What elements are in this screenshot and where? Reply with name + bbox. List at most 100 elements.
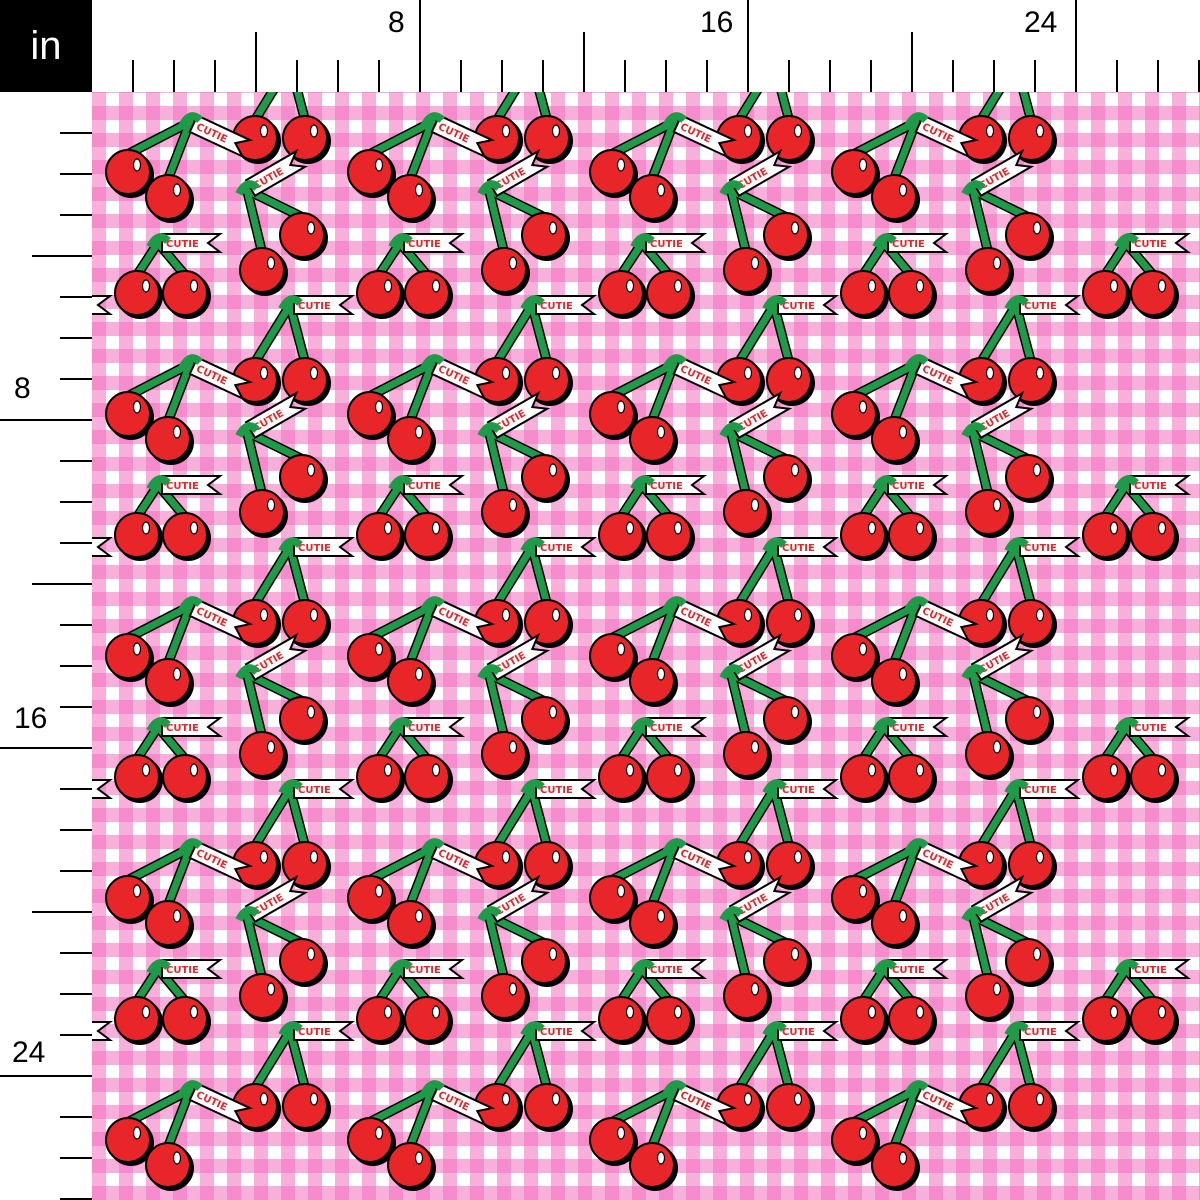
cherry-motif: CUTIE	[719, 390, 812, 538]
cherry-motif: CUTIE	[92, 295, 113, 315]
banner-text: CUTIE	[1024, 301, 1057, 312]
cutie-banner: CUTIE	[645, 717, 707, 737]
banner-text: CUTIE	[1024, 543, 1057, 554]
cherry	[871, 416, 920, 465]
cherry	[958, 115, 1007, 164]
cherry	[646, 270, 695, 319]
cherry	[831, 149, 880, 198]
cherry-motif: CUTIE	[356, 717, 465, 803]
cherry	[763, 696, 812, 745]
cherry	[387, 658, 436, 707]
cherry	[145, 416, 194, 465]
cherry-motif: CUTIE	[105, 1080, 254, 1191]
cherry-motif: CUTIE	[235, 390, 328, 538]
cutie-banner: CUTIE	[887, 475, 949, 495]
cherry-motif: CUTIE	[477, 632, 570, 780]
cherry-motif: CUTIE	[232, 779, 355, 890]
cherry	[279, 938, 328, 987]
cherry	[1005, 454, 1054, 503]
cutie-banner: CUTIE	[777, 779, 839, 799]
cutie-banner: CUTIE	[645, 959, 707, 979]
banner-text: CUTIE	[892, 723, 925, 734]
cutie-banner: CUTIE	[887, 717, 949, 737]
cherry	[646, 754, 695, 803]
cherry-motif: CUTIE	[719, 632, 812, 780]
cutie-banner: CUTIE	[92, 295, 113, 315]
cherry	[105, 391, 154, 440]
cutie-banner: CUTIE	[887, 233, 949, 253]
cherry	[474, 115, 523, 164]
cherry	[404, 270, 453, 319]
cherry	[481, 973, 530, 1022]
cutie-banner: CUTIE	[645, 233, 707, 253]
cutie-banner: CUTIE	[161, 233, 223, 253]
cutie-banner: CUTIE	[403, 959, 465, 979]
cherry	[840, 996, 889, 1045]
cherry-motif: CUTIE	[92, 537, 113, 557]
cherry	[1008, 1083, 1057, 1132]
cherry-motif: CUTIE	[598, 959, 707, 1045]
cherry	[521, 696, 570, 745]
cherry-motif: CUTIE	[114, 717, 223, 803]
cutie-banner: CUTIE	[1129, 717, 1191, 737]
cutie-banner: CUTIE	[777, 537, 839, 557]
cherry-motif: CUTIE	[958, 92, 1057, 164]
cherry	[404, 512, 453, 561]
cherry	[145, 174, 194, 223]
cherry	[474, 599, 523, 648]
top-ruler-label-16: 16	[700, 6, 734, 39]
cherry-motif: CUTIE	[958, 537, 1081, 648]
cherry	[888, 512, 937, 561]
cherry	[282, 841, 331, 890]
cutie-banner: CUTIE	[293, 537, 355, 557]
cherry	[239, 973, 288, 1022]
cherry-motif: CUTIE	[961, 874, 1054, 1022]
cherry	[105, 149, 154, 198]
cherry	[716, 357, 765, 406]
cherry	[763, 938, 812, 987]
left-ruler-label-16: 16	[14, 702, 48, 735]
cherry	[723, 973, 772, 1022]
cherry	[105, 875, 154, 924]
cherry-motif: CUTIE	[347, 838, 496, 949]
cherry	[763, 212, 812, 261]
cherry	[958, 841, 1007, 890]
cutie-banner: CUTIE	[92, 779, 113, 799]
cherry-motif: CUTIE	[356, 233, 465, 319]
cutie-banner: CUTIE	[161, 717, 223, 737]
cherry	[629, 416, 678, 465]
cherry	[1082, 996, 1131, 1045]
cherry-motif: CUTIE	[840, 233, 949, 319]
cherry	[145, 658, 194, 707]
cherry	[598, 270, 647, 319]
cherry	[1082, 270, 1131, 319]
cherry	[598, 996, 647, 1045]
banner-text: CUTIE	[408, 481, 441, 492]
banner-text: CUTIE	[650, 239, 683, 250]
cutie-banner: CUTIE	[1129, 475, 1191, 495]
cherry	[232, 841, 281, 890]
cherry-motif: CUTIE	[114, 233, 223, 319]
cherry-motif: CUTIE	[589, 596, 738, 707]
banner-text: CUTIE	[782, 1027, 815, 1038]
cherry-motif: CUTIE	[831, 838, 980, 949]
cherry	[723, 731, 772, 780]
cherry	[162, 512, 211, 561]
cherry	[279, 696, 328, 745]
banner-text: CUTIE	[540, 785, 573, 796]
cherry	[958, 599, 1007, 648]
cherry	[589, 391, 638, 440]
cherry	[162, 996, 211, 1045]
cherry-motif: CUTIE	[235, 632, 328, 780]
cherry	[162, 270, 211, 319]
cherry-motif: CUTIE	[589, 354, 738, 465]
banner-text: CUTIE	[408, 965, 441, 976]
cherry	[356, 754, 405, 803]
cherry	[481, 489, 530, 538]
cherry-motif: CUTIE	[232, 295, 355, 406]
cherry	[629, 900, 678, 949]
cherry	[1005, 696, 1054, 745]
cherry	[279, 212, 328, 261]
cutie-banner: CUTIE	[672, 356, 738, 401]
cherry-motif: CUTIE	[235, 148, 328, 296]
